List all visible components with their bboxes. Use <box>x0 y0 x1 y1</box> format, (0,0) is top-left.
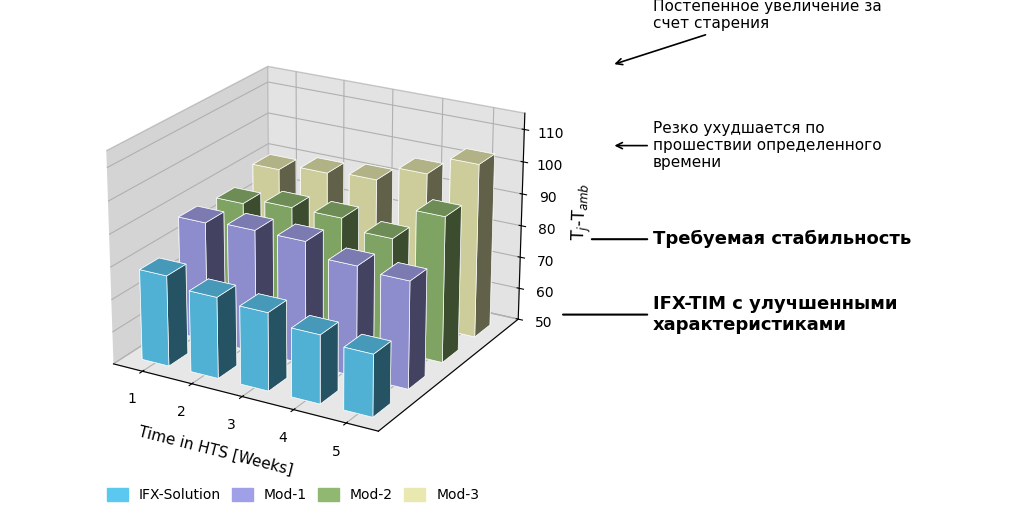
Text: Резко ухудшается по
прошествии определенного
времени: Резко ухудшается по прошествии определен… <box>617 121 881 171</box>
Text: Постепенное увеличение за
счет старения: Постепенное увеличение за счет старения <box>616 0 882 64</box>
Text: Требуемая стабильность: Требуемая стабильность <box>592 230 911 248</box>
Text: IFX-TIM с улучшенными
характеристиками: IFX-TIM с улучшенными характеристиками <box>563 295 897 334</box>
X-axis label: Time in HTS [Weeks]: Time in HTS [Weeks] <box>137 424 294 478</box>
Legend: IFX-Solution, Mod-1, Mod-2, Mod-3: IFX-Solution, Mod-1, Mod-2, Mod-3 <box>101 483 485 508</box>
